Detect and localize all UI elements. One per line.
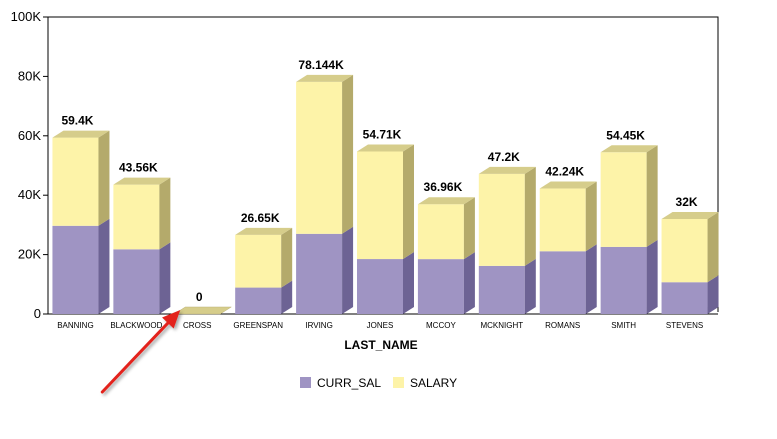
bar-salary-top	[600, 145, 658, 153]
bar-curr-sal-front	[539, 251, 586, 314]
x-tick-label: BANNING	[57, 321, 93, 330]
y-tick-label: 0	[34, 306, 41, 321]
bar-total-label: 47.2K	[488, 150, 520, 164]
bar-salary-front	[417, 204, 464, 260]
y-tick-label: 40K	[18, 187, 41, 202]
bar-curr-sal-side	[281, 280, 293, 314]
legend-label: CURR_SAL	[317, 376, 381, 390]
bar-salary-front	[600, 152, 647, 247]
bar-salary-side	[98, 130, 110, 226]
bar-curr-sal-side	[159, 242, 171, 314]
legend-swatch	[300, 377, 311, 388]
bar-total-label: 42.24K	[545, 165, 584, 179]
x-axis-title: LAST_NAME	[344, 338, 417, 352]
arrow-shape	[100, 310, 181, 394]
bar-salary-top	[478, 166, 536, 174]
bar-salary-front	[478, 173, 525, 266]
bar-salary-front	[52, 137, 99, 226]
bar-salary-side	[524, 166, 536, 266]
x-tick-label: GREENSPAN	[233, 321, 283, 330]
bar-total-label: 26.65K	[241, 211, 280, 225]
bar-salary-front	[235, 234, 282, 288]
bar-salary-side	[159, 177, 171, 250]
x-tick-label: SMITH	[611, 321, 636, 330]
bar-curr-sal-side	[524, 258, 536, 314]
bar-salary-top	[52, 130, 110, 138]
bar-salary-side	[281, 227, 293, 288]
bar-salary-front	[296, 81, 343, 234]
bar-salary-front	[357, 151, 403, 260]
bar-curr-sal-front	[113, 249, 160, 314]
x-tick-label: MCKNIGHT	[480, 321, 523, 330]
legend-label: SALARY	[410, 376, 457, 390]
bar-curr-sal-side	[463, 252, 475, 314]
bar-salary-top	[296, 74, 354, 82]
bar-total-label: 54.71K	[363, 128, 402, 142]
x-axis: BANNING BLACKWOOD CROSS GREENSPAN IRVING JONE…	[57, 321, 703, 330]
bar-salary-front	[113, 184, 160, 250]
bar-salary-side	[463, 197, 475, 260]
bar-salary-top	[113, 177, 171, 185]
bar-curr-sal-front	[600, 246, 647, 314]
x-tick-label: MCCOY	[426, 321, 456, 330]
bar-salary-side	[342, 74, 354, 234]
y-tick-label: 100K	[11, 9, 42, 24]
bar-total-label: 59.4K	[61, 114, 93, 128]
bar-salary-front	[539, 188, 586, 252]
legend-swatch	[393, 377, 404, 388]
bar-salary-top	[357, 144, 414, 152]
bar-salary-side	[646, 145, 658, 247]
arrow-head	[162, 310, 181, 329]
bar-curr-sal-front	[478, 265, 525, 314]
bar-zero-slab	[173, 306, 233, 315]
bar-curr-sal-front	[52, 225, 99, 314]
bar-curr-sal-front	[661, 282, 708, 314]
bar-curr-sal-front	[296, 233, 343, 314]
arrow-shaft	[100, 321, 170, 394]
bar-total-label: 32K	[676, 195, 698, 209]
bar-salary-top	[539, 181, 597, 189]
back-wall	[47, 16, 719, 314]
bar-salary-front	[661, 218, 708, 283]
x-tick-label: ROMANS	[545, 321, 580, 330]
bar-curr-sal-front	[417, 259, 464, 314]
bar-curr-sal-side	[98, 218, 110, 314]
bar-curr-sal-side	[646, 239, 658, 314]
bar-curr-sal-side	[585, 244, 597, 314]
bar-curr-sal-side	[403, 252, 414, 314]
bar-total-label: 43.56K	[119, 161, 158, 175]
bar-total-label: 78.144K	[298, 58, 344, 72]
bar-salary-top	[661, 211, 719, 219]
bar-salary-top	[417, 197, 475, 205]
bar-curr-sal-front	[235, 287, 282, 314]
total-labels: 59.4K 43.56K 0 26.65K 78.144K 54.71K 36.96K 47.…	[61, 58, 697, 304]
y-axis: 0 20K 40K 60K 80K 100K	[11, 9, 48, 321]
bar-salary-side	[403, 144, 414, 260]
x-tick-label: BLACKWOOD	[110, 321, 162, 330]
bar-total-label: 0	[196, 290, 203, 304]
bar-total-label: 54.45K	[606, 128, 645, 142]
y-tick-label: 80K	[18, 68, 41, 83]
bar-group	[52, 74, 719, 315]
x-tick-label: IRVING	[305, 321, 332, 330]
legend: CURR_SAL SALARY	[300, 376, 457, 390]
bar-curr-sal-side	[342, 226, 354, 314]
bar-salary-side	[585, 181, 597, 252]
annotation-arrow	[100, 310, 181, 394]
y-tick-label: 60K	[18, 128, 41, 143]
x-tick-label: STEVENS	[666, 321, 703, 330]
bar-total-label: 36.96K	[424, 180, 463, 194]
x-tick-label: JONES	[367, 321, 394, 330]
bar-salary-top	[235, 227, 293, 235]
bar-curr-sal-front	[357, 259, 403, 314]
x-tick-label: CROSS	[183, 321, 211, 330]
bar-salary-side	[707, 211, 719, 283]
bar-curr-sal-side	[707, 275, 719, 314]
y-tick-label: 20K	[18, 247, 41, 262]
